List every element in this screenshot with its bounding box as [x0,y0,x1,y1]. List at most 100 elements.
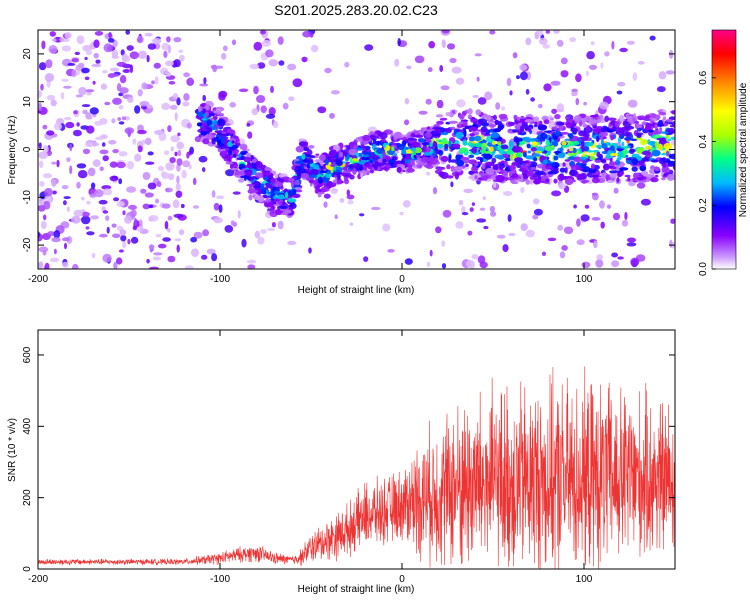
noise-blob [61,185,69,190]
noise-blob [542,44,551,49]
signal-blob [580,179,590,183]
signal-blob [410,147,416,152]
signal-blob [320,186,330,192]
signal-blob [442,131,449,136]
signal-blob [525,155,534,160]
signal-blob [601,150,609,155]
noise-blob [253,85,259,95]
noise-blob [611,252,618,258]
noise-blob [636,182,646,189]
noise-blob [72,129,82,137]
noise-blob [669,239,673,248]
signal-blob [560,132,569,135]
signal-blob [438,171,446,177]
noise-blob [128,204,137,210]
noise-blob [628,181,636,187]
noise-blob [126,186,137,193]
signal-blob [359,166,363,171]
signal-blob [536,170,546,176]
noise-blob [349,222,354,226]
signal-blob [439,117,448,121]
noise-blob [330,187,339,194]
signal-blob [619,146,629,149]
signal-blob [529,138,539,142]
noise-blob [619,47,628,53]
signal-blob [641,150,652,156]
signal-blob [445,112,451,117]
noise-blob [102,69,108,74]
signal-blob [463,129,467,137]
signal-blob [650,177,659,183]
signal-blob [530,147,537,152]
signal-blob [432,140,437,147]
signal-blob [494,169,501,173]
noise-blob [81,67,90,74]
signal-blob [473,135,482,142]
signal-blob [632,116,636,123]
noise-blob [112,97,122,105]
noise-blob [39,160,44,169]
noise-blob [180,203,185,209]
signal-blob [580,141,585,147]
noise-blob [64,32,72,39]
noise-blob [222,45,228,52]
noise-blob [173,37,182,43]
signal-blob [337,180,341,185]
noise-blob [600,221,605,229]
noise-blob [63,85,72,89]
signal-blob [384,166,388,171]
noise-blob [509,90,513,96]
colorbar-ticks: 0.0 0.2 0.4 0.6 [698,70,716,276]
signal-blob [479,157,484,163]
noise-blob [116,257,123,265]
noise-blob [119,229,127,236]
noise-blob [428,41,436,49]
noise-blob [76,181,81,189]
noise-blob [84,56,88,61]
signal-blob [264,170,271,173]
noise-blob [260,105,267,114]
signal-blob [349,174,355,180]
signal-blob [484,153,493,160]
signal-blob [318,191,325,195]
signal-blob [526,171,534,177]
noise-blob [40,83,44,91]
signal-blob [255,172,264,179]
signal-blob [235,142,241,147]
signal-blob [225,161,233,165]
noise-blob [116,61,127,67]
signal-blob [240,175,245,179]
noise-blob [176,141,184,150]
noise-blob [247,264,256,269]
noise-blob [167,44,172,54]
signal-blob [641,121,647,126]
signal-blob [568,147,574,152]
noise-blob [508,232,516,237]
noise-blob [309,32,314,38]
noise-blob [109,161,118,168]
signal-blob [202,138,210,145]
noise-blob [94,136,105,141]
noise-blob [132,138,137,145]
noise-blob [162,237,171,242]
signal-blob [264,166,271,171]
noise-blob [203,77,207,85]
noise-blob [477,255,486,264]
noise-blob [141,82,148,90]
noise-blob [164,150,170,156]
signal-blob [287,198,297,203]
noise-blob [617,81,626,87]
noise-blob [175,182,181,191]
noise-blob [260,229,267,234]
noise-blob [119,75,127,84]
signal-blob [325,158,329,166]
signal-blob [534,121,538,126]
signal-blob [553,178,558,184]
signal-blob [489,146,494,152]
noise-blob [543,83,552,92]
noise-blob [145,161,155,165]
noise-blob [51,161,57,165]
noise-blob [42,250,47,256]
signal-blob [596,116,601,120]
